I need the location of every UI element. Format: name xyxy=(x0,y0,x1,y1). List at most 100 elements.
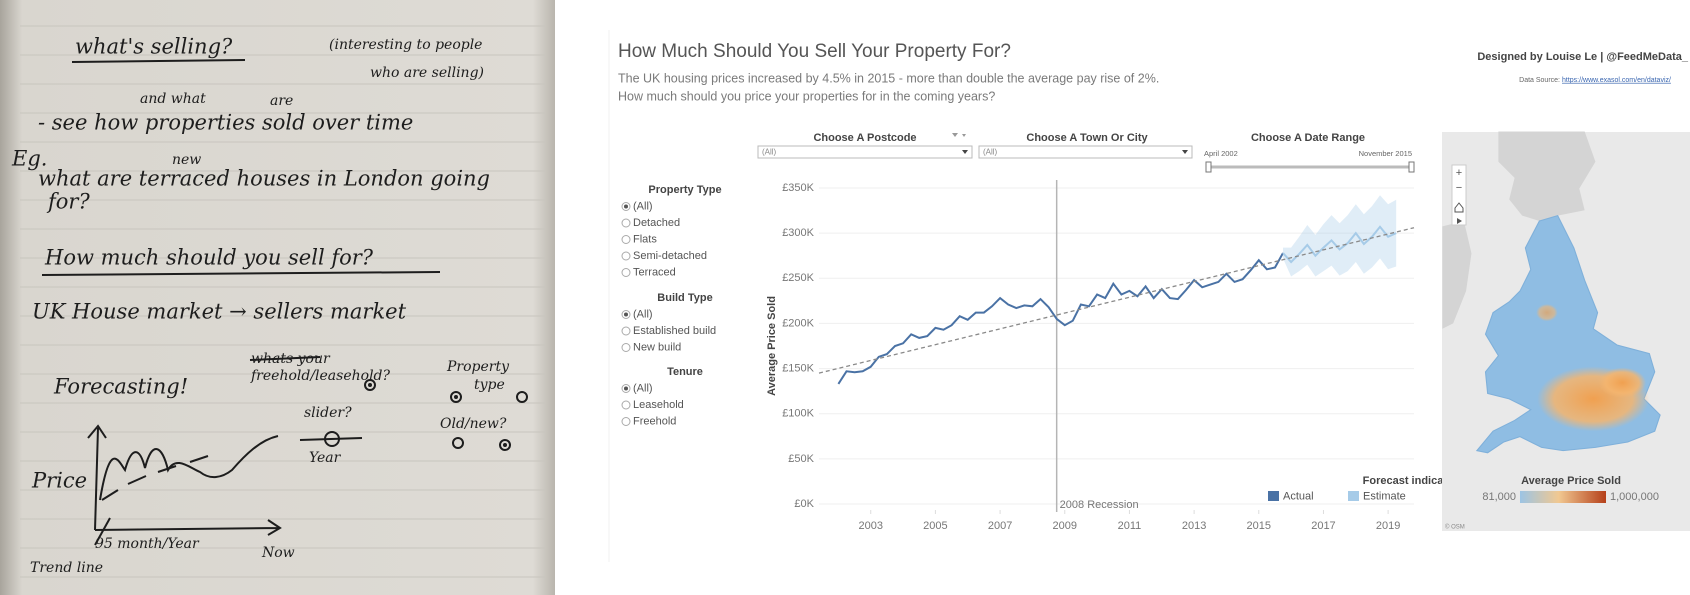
note-insert: new xyxy=(172,152,201,168)
y-tick-label: £100K xyxy=(782,408,814,420)
y-tick-label: £300K xyxy=(782,227,814,239)
paper xyxy=(0,0,555,595)
dashboard: How Much Should You Sell Your Property F… xyxy=(555,0,1690,595)
y-axis-label: Average Price Sold xyxy=(766,296,778,396)
legend-title: Forecast indicator xyxy=(1363,475,1459,487)
radio-label: Leasehold xyxy=(633,399,684,411)
filter-label: Choose A Town Or City xyxy=(1026,132,1148,144)
strike xyxy=(249,356,321,361)
paper-lines xyxy=(20,25,545,578)
source-label: Data Source: xyxy=(1519,77,1560,84)
series-line xyxy=(1282,225,1397,264)
radio-selected xyxy=(624,312,628,317)
note: Eg. xyxy=(11,147,47,171)
y-tick-label: £250K xyxy=(782,272,814,284)
x-tick-label: 2009 xyxy=(1053,520,1077,532)
radio-button[interactable] xyxy=(621,417,631,426)
y-tick-label: £200K xyxy=(782,317,814,329)
range-handle[interactable] xyxy=(1408,161,1415,173)
radio-label: Freehold xyxy=(633,415,676,427)
radio-label: Established build xyxy=(633,325,716,337)
sketch-slider xyxy=(299,437,363,441)
sketch-line xyxy=(99,435,279,501)
source-link[interactable]: https://www.exasol.com/en/dataviz/ xyxy=(1562,77,1671,84)
home-button[interactable] xyxy=(1454,202,1464,213)
note: Price xyxy=(31,469,87,493)
zoom-out[interactable]: − xyxy=(1456,182,1462,194)
reference-label: 2008 Recession xyxy=(1060,499,1139,511)
underline xyxy=(71,59,246,63)
price-hotspot xyxy=(1536,303,1558,322)
x-tick-label: 2011 xyxy=(1118,520,1142,532)
note-heading: what's selling? xyxy=(75,35,233,59)
note: Trend line xyxy=(30,560,103,576)
line-chart: Average Price Sold Forecast indicator £0… xyxy=(766,180,1459,532)
y-tick-label: £0K xyxy=(794,498,814,510)
x-tick-label: 2017 xyxy=(1311,520,1335,532)
panel-title: Build Type xyxy=(657,292,712,304)
radio-button[interactable] xyxy=(621,235,631,244)
sketch-radio xyxy=(516,391,528,403)
map: + − Average Price Sold 81,000 1,000,000 … xyxy=(1442,131,1690,531)
note: type xyxy=(474,377,505,393)
note: for? xyxy=(46,190,90,214)
filter-label: Choose A Postcode xyxy=(813,132,916,144)
radio-label: Terraced xyxy=(633,266,676,278)
dropdown[interactable] xyxy=(757,145,973,159)
scotland xyxy=(1498,131,1596,221)
note: what are terraced houses in London going xyxy=(38,167,490,191)
filter-panels: Property Type (All) Detached Flats Semi-deta… xyxy=(621,184,722,427)
sketch-radio xyxy=(364,379,376,391)
legend-swatch xyxy=(1348,491,1359,501)
note-heading: How much should you sell for? xyxy=(44,246,374,270)
x-tick-label: 2015 xyxy=(1247,520,1271,532)
series-line xyxy=(837,252,1284,385)
sketch-radio xyxy=(499,439,511,451)
range-handle[interactable] xyxy=(1205,161,1212,173)
radio-button[interactable] xyxy=(621,218,631,228)
note: Old/new? xyxy=(440,416,507,432)
sketch-radio-dot xyxy=(503,443,507,447)
sketch-slider-knob xyxy=(324,431,340,447)
color-scale xyxy=(1520,491,1606,503)
note: (interesting to people xyxy=(329,37,482,53)
map-attribution: © OSM xyxy=(1445,524,1465,531)
dropdown-value: (All) xyxy=(762,148,777,157)
note: Now xyxy=(261,545,295,561)
dropdown-value: (All) xyxy=(983,148,998,157)
dashboard-title: How Much Should You Sell Your Property F… xyxy=(618,41,1011,62)
price-hotspot xyxy=(1598,367,1647,398)
map-land xyxy=(1442,131,1661,454)
y-tick-label: £150K xyxy=(782,362,814,374)
panel-title: Property Type xyxy=(648,184,721,196)
filter-icon[interactable] xyxy=(952,133,966,137)
map-legend-title: Average Price Sold xyxy=(1521,475,1621,487)
radio-button[interactable] xyxy=(621,400,631,410)
subtitle: How much should you price your propertie… xyxy=(618,89,995,103)
note: - see how properties sold over time xyxy=(38,111,413,135)
radio-selected xyxy=(624,204,628,209)
notebook: what's selling? (interesting to people w… xyxy=(0,0,555,595)
legend-label: Estimate xyxy=(1363,490,1406,502)
radio-button[interactable] xyxy=(621,268,631,277)
dropdown[interactable] xyxy=(978,145,1193,159)
radio-button[interactable] xyxy=(621,343,631,352)
play-button[interactable] xyxy=(1457,218,1462,224)
x-tick-label: 2003 xyxy=(858,520,882,532)
color-scale-min: 81,000 xyxy=(1482,491,1516,503)
radio-label: Semi-detached xyxy=(633,250,707,262)
radio-button[interactable] xyxy=(621,326,631,336)
radio-button[interactable] xyxy=(621,251,631,261)
radio-label: Flats xyxy=(633,233,657,245)
note-insert: are xyxy=(270,93,293,109)
dropdown-arrow xyxy=(962,150,968,154)
sketch-axes xyxy=(87,424,282,536)
radio-selected xyxy=(624,386,628,391)
note: Year xyxy=(309,450,342,466)
note: Property xyxy=(446,359,510,375)
sketch-radio-dot xyxy=(454,395,458,399)
zoom-in[interactable]: + xyxy=(1456,167,1462,179)
radio-label: (All) xyxy=(633,200,653,212)
filter-label: Choose A Date Range xyxy=(1251,132,1365,144)
